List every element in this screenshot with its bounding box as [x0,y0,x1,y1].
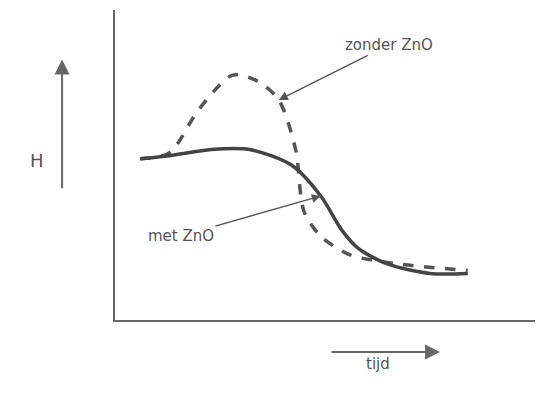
svg-text:H: H [30,150,44,171]
svg-text:tijd: tijd [366,355,390,373]
svg-text:zonder ZnO: zonder ZnO [345,36,433,54]
svg-text:met ZnO: met ZnO [148,227,214,245]
